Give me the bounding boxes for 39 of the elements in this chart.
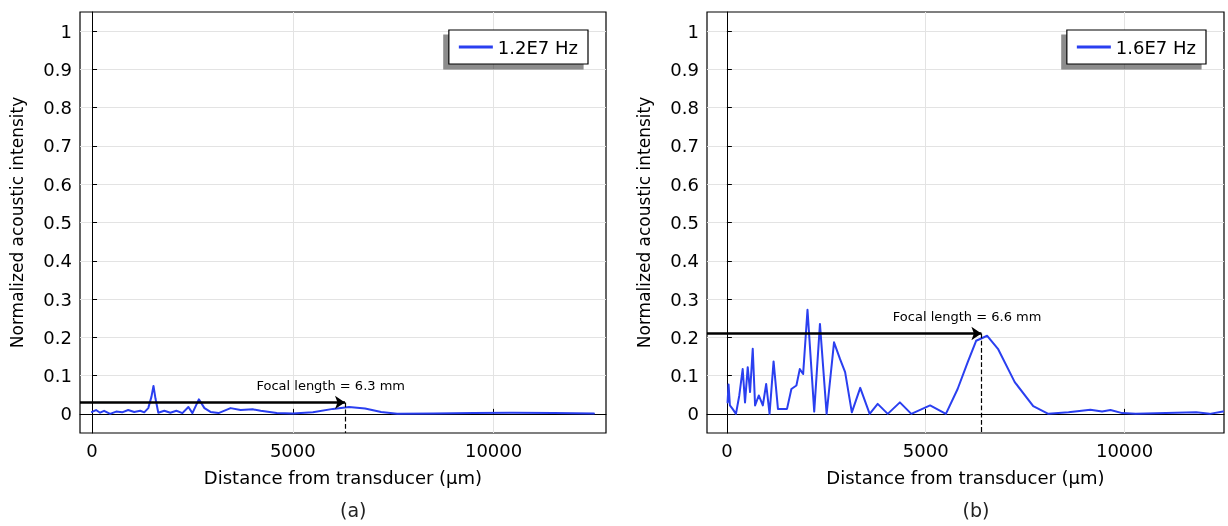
- x-tick-label: 0: [721, 439, 733, 461]
- y-tick-label: 0.8: [670, 97, 699, 119]
- x-axis-title: Distance from transducer (μm): [826, 466, 1105, 488]
- y-tick-label: 0.7: [43, 135, 72, 157]
- y-tick-label: 0.5: [670, 212, 699, 233]
- y-tick-label: 0.6: [670, 173, 699, 195]
- y-axis-title: Normalized acoustic intensity: [633, 96, 654, 349]
- y-tick-label: 1: [60, 20, 72, 42]
- y-tick-label: 0: [60, 403, 72, 425]
- text: (a): [340, 498, 367, 521]
- x-tick-label: 5000: [269, 439, 316, 461]
- y-tick-label: 0.6: [43, 173, 72, 195]
- y-tick-label: 0.2: [43, 326, 72, 348]
- y-axis-title: Normalized acoustic intensity: [6, 96, 27, 349]
- y-tick-label: 0.1: [670, 365, 699, 387]
- y-tick-label: 0.5: [43, 212, 72, 233]
- y-tick-label: 0.4: [670, 250, 699, 272]
- y-tick-label: 0.8: [43, 97, 72, 119]
- y-tick-label: 0.7: [670, 135, 699, 157]
- text: (b): [962, 498, 990, 521]
- legend-label: 1.6E7 Hz: [1115, 36, 1196, 58]
- y-tick-label: 0.9: [670, 58, 699, 80]
- x-tick-label: 10000: [1095, 439, 1154, 461]
- annotation: Focal length = 6.6 mm: [892, 309, 1042, 325]
- x-tick-label: 10000: [464, 439, 523, 461]
- x-axis-title: Distance from transducer (μm): [203, 466, 483, 488]
- y-tick-label: 1: [687, 20, 699, 42]
- x-tick-label: 5000: [902, 439, 949, 461]
- y-tick-label: 0.9: [43, 58, 72, 80]
- annotation: Focal length = 6.3 mm: [256, 378, 406, 394]
- y-tick-label: 0.3: [670, 288, 699, 310]
- legend-label: 1.2E7 Hz: [497, 36, 578, 58]
- y-tick-label: 0.4: [43, 250, 72, 272]
- x-tick-label: 0: [86, 439, 98, 461]
- y-tick-label: 0.3: [43, 288, 72, 310]
- y-tick-label: 0: [687, 403, 699, 425]
- y-tick-label: 0.1: [43, 365, 72, 387]
- line-series: [726, 308, 1225, 415]
- y-tick-label: 0.2: [670, 326, 699, 348]
